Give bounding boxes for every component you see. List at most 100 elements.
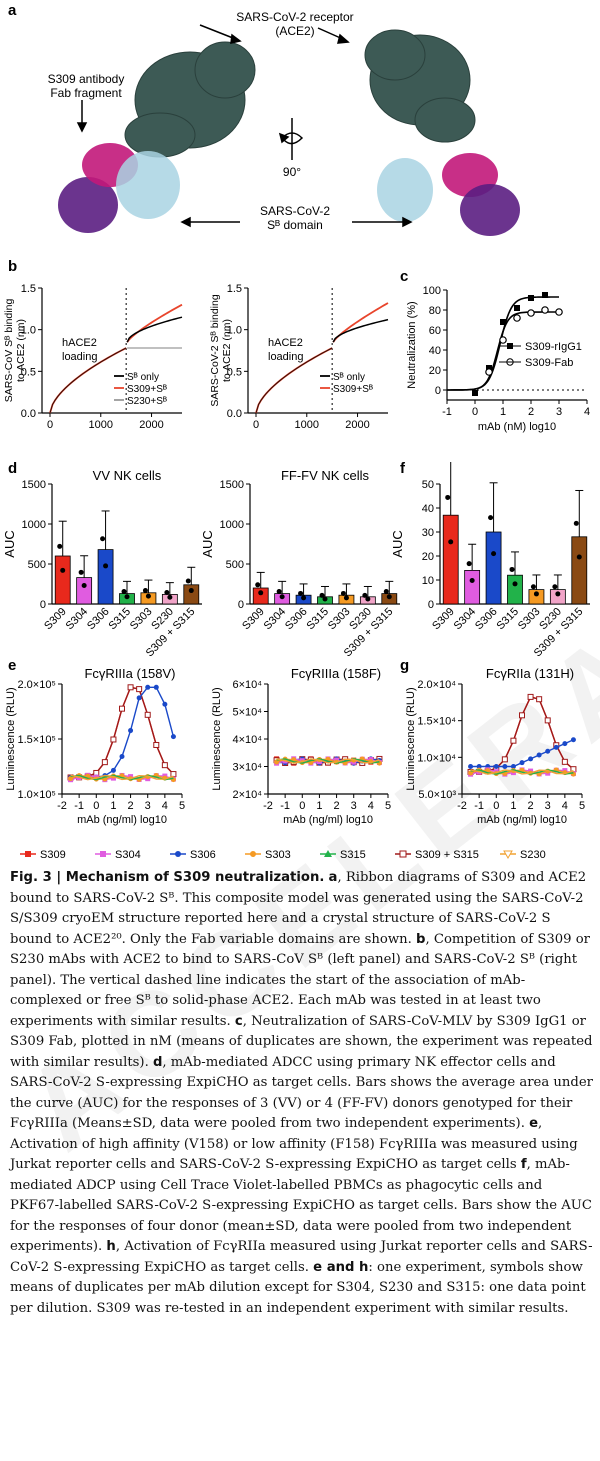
legend-label: S306 bbox=[190, 849, 216, 861]
ace2-structure-left bbox=[124, 41, 256, 158]
chart-b-right-x-tick-label: 1000 bbox=[295, 419, 319, 428]
caption-a-text: , Ribbon diagrams of S309 and ACE2 bound… bbox=[10, 870, 587, 947]
caption-b-label: b bbox=[416, 931, 426, 947]
structure-illustration bbox=[58, 24, 520, 236]
chart-e-left-x-tick-label: 2 bbox=[128, 800, 134, 812]
legend-marker bbox=[250, 851, 256, 857]
chart-e-right-y-tick-label: 4×10⁴ bbox=[232, 734, 262, 746]
chart-e-right-x-tick-label: -1 bbox=[280, 800, 290, 812]
chart-e-left-y-label: Luminescence (RLU) bbox=[5, 687, 17, 790]
chart-e-left-marker bbox=[128, 728, 134, 734]
chart-e-left-series-line bbox=[70, 686, 175, 779]
panel-c-label: c bbox=[400, 268, 409, 285]
legend-label: S304 bbox=[115, 849, 141, 861]
legend-marker bbox=[503, 850, 513, 860]
chart-g-marker bbox=[544, 717, 551, 724]
sb-domain-left bbox=[116, 151, 180, 219]
chart-b-left-x-tick-label: 1000 bbox=[89, 419, 113, 428]
chart-g-marker bbox=[493, 764, 499, 769]
chart-d-right-category-label: S304 bbox=[262, 606, 289, 633]
chart-f-point bbox=[530, 584, 536, 590]
chart-e-left-y-tick-label: 2.0×10⁵ bbox=[17, 679, 56, 691]
chart-f-point bbox=[576, 554, 582, 560]
chart-d-left-point bbox=[103, 563, 109, 569]
chart-c-x-tick-label: 0 bbox=[472, 406, 478, 418]
chart-b-left-legend-label: Sᴮ only bbox=[127, 372, 159, 383]
chart-b-right-legend-label: S309+Sᴮ bbox=[333, 384, 373, 395]
receptor-label-line1: SARS-CoV-2 receptor bbox=[236, 10, 354, 24]
chart-b-left-legend-label: S309+Sᴮ bbox=[127, 384, 167, 395]
chart-e-left-marker bbox=[144, 711, 151, 718]
chart-g-marker bbox=[502, 764, 508, 769]
chart-d-left-bar bbox=[97, 549, 114, 605]
chart-f-category-label: S309 bbox=[430, 606, 457, 633]
domain-label-line1: SARS-CoV-2 bbox=[259, 204, 331, 218]
chart-d-left-point bbox=[81, 583, 87, 589]
chart-e-right-y-label: Luminescence (RLU) bbox=[211, 687, 223, 790]
panel-e-label: e bbox=[8, 657, 17, 674]
chart-e-left-y-tick-label: 1.5×10⁵ bbox=[17, 734, 56, 746]
legend-marker bbox=[399, 850, 407, 858]
chart-b-left-y-tick-label: 0.5 bbox=[21, 366, 36, 378]
chart-e-left-x-tick-label: 5 bbox=[179, 800, 185, 812]
caption-f-label: f bbox=[520, 1157, 527, 1172]
chart-d-left-point bbox=[142, 588, 148, 594]
chart-f-point bbox=[555, 591, 561, 597]
chart-e-left-marker bbox=[170, 771, 177, 778]
chart-e-left-y-tick-label: 1.0×10⁵ bbox=[17, 789, 56, 801]
chart-b-right-y-label: SARS-CoV-2 Sᴮ binding bbox=[209, 294, 221, 406]
chart-c-point-S309-rIgG1 bbox=[500, 319, 506, 325]
chart-e-left-series-line bbox=[70, 774, 174, 781]
chart-d-left-category-label: S303 bbox=[128, 606, 155, 633]
chart-g-x-tick-label: 3 bbox=[545, 800, 551, 812]
caption-f-text: , mAb-mediated ADCP using Cell Trace Vio… bbox=[10, 1157, 592, 1254]
chart-d-right-category-label: S303 bbox=[326, 606, 353, 633]
chart-g-marker bbox=[476, 764, 482, 769]
chart-d-left-point bbox=[188, 588, 194, 594]
panel-b-charts: 0.00.51.01.5010002000time (sec)SARS-CoV … bbox=[3, 283, 389, 428]
chart-c-y-tick-label: 40 bbox=[429, 345, 441, 357]
chart-e-left-marker bbox=[110, 767, 116, 773]
chart-d-right-point bbox=[343, 595, 349, 601]
series-legend: S309 S304 S306 S303 S315 S309 + S315 S230 bbox=[20, 849, 546, 861]
chart-g-marker bbox=[501, 756, 508, 763]
chart-e-left-x-tick-label: 3 bbox=[145, 800, 151, 812]
chart-g-marker bbox=[545, 748, 551, 754]
chart-g-y-tick-label: 1.5×10⁴ bbox=[417, 716, 456, 728]
chart-g-y-tick-label: 2.0×10⁴ bbox=[417, 679, 456, 691]
chart-e-left-marker bbox=[119, 754, 125, 760]
chart-g-x-label: mAb (ng/ml) log10 bbox=[477, 814, 567, 826]
chart-b-right-y-tick-label: 1.0 bbox=[227, 325, 242, 337]
legend-label: S303 bbox=[265, 849, 291, 861]
chart-f-y-tick-label: 50 bbox=[422, 479, 434, 491]
chart-b-right-x-tick-label: 0 bbox=[253, 419, 259, 428]
chart-e-left-x-label: mAb (ng/ml) log10 bbox=[77, 814, 167, 826]
chart-f-category-label: S304 bbox=[452, 606, 479, 633]
chart-e-right-x-tick-label: 3 bbox=[351, 800, 357, 812]
chart-d-right-y-tick-label: 1000 bbox=[220, 519, 244, 531]
chart-g-x-tick-label: 5 bbox=[579, 800, 585, 812]
chart-b-left-series-loading-black bbox=[49, 347, 127, 414]
chart-g-marker bbox=[519, 760, 525, 766]
chart-d-right-category-label: S309 bbox=[240, 606, 267, 633]
chart-b-right-series-loading-black bbox=[255, 347, 333, 414]
chart-d-right-point bbox=[383, 589, 389, 595]
chart-g-marker bbox=[527, 693, 534, 700]
chart-d-right-point bbox=[386, 594, 392, 600]
chart-d-left-y-label: AUC bbox=[2, 530, 17, 557]
chart-f-point bbox=[448, 539, 454, 545]
chart-b-right-y-tick-label: 0.5 bbox=[227, 366, 242, 378]
chart-e-right-x-tick-label: 5 bbox=[385, 800, 391, 812]
chart-g-marker bbox=[510, 737, 517, 744]
chart-f-y-tick-label: 30 bbox=[422, 527, 434, 539]
chart-c-x-tick-label: 2 bbox=[528, 406, 534, 418]
chart-b-right-annotation-1: hACE2 bbox=[268, 337, 303, 349]
chart-e-left-marker bbox=[136, 695, 142, 701]
chart-c-point-S309-Fab bbox=[541, 306, 549, 314]
chart-d-right-point bbox=[255, 582, 261, 588]
chart-d-right-point bbox=[365, 596, 371, 602]
chart-e-left-marker bbox=[119, 705, 125, 712]
chart-c-point-S309-rIgG1 bbox=[542, 292, 548, 298]
chart-d-left-bar bbox=[76, 577, 93, 605]
chart-f-point bbox=[491, 551, 497, 557]
